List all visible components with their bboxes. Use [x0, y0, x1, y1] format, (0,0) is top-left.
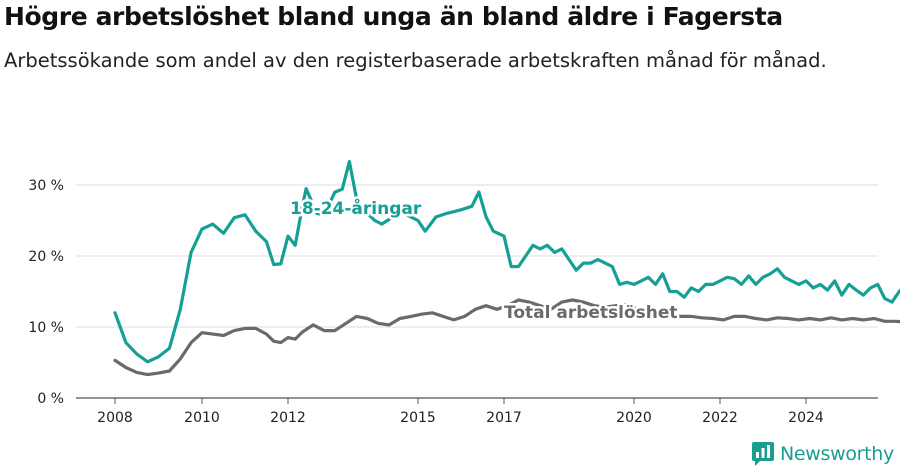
x-tick-label: 2024	[788, 410, 824, 426]
youth-series-line	[113, 160, 900, 364]
x-tick-label: 2020	[616, 410, 652, 426]
logo-text: Newsworthy	[779, 443, 894, 465]
total-series-line	[113, 298, 900, 377]
x-tick-label: 2015	[400, 410, 436, 426]
youth-series-label: 18-24-åringar	[290, 197, 422, 219]
y-tick-label: 20 %	[28, 249, 64, 265]
newsworthy-logo: Newsworthy	[751, 440, 894, 468]
y-tick-label: 10 %	[28, 320, 64, 336]
youth-series-label-halo: 18-24-åringar	[290, 197, 422, 219]
bar-chart-logo-icon	[751, 442, 774, 466]
x-tick-label: 2012	[270, 410, 306, 426]
x-tick-label: 2017	[486, 410, 522, 426]
total-series-label-halo: Total arbetslöshet	[504, 303, 678, 323]
total-series-label: Total arbetslöshet	[504, 303, 678, 323]
x-tick-label: 2022	[702, 410, 738, 426]
chart-subtitle: Arbetssökande som andel av den registerb…	[4, 49, 827, 72]
x-tick-label: 2008	[97, 410, 133, 426]
chart-title: Högre arbetslöshet bland unga än bland ä…	[4, 2, 783, 31]
y-tick-label: 30 %	[28, 178, 64, 194]
x-tick-label: 2010	[184, 410, 220, 426]
y-tick-label: 0 %	[37, 391, 64, 407]
